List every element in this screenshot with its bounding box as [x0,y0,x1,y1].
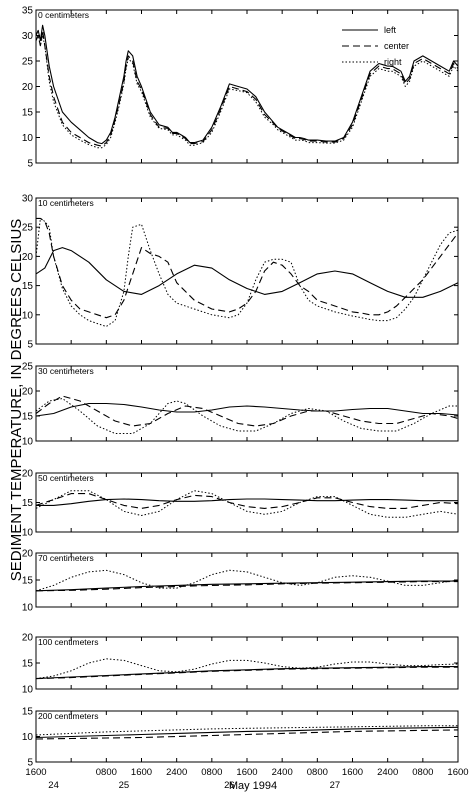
day-label: 26 [224,780,235,791]
series-line-right [35,725,458,736]
day-label: 25 [119,780,130,791]
panel-10-centimeters: 10 centimeters 5 10 15 20 25 30 [22,194,459,351]
x-tick-label: 1600 [447,767,468,778]
panels-group: 0 centimeters 5 10 15 20 25 30 35 10 centimeters… [22,6,459,769]
y-tick-label: 5 [27,159,33,170]
series-line-left [35,402,459,417]
y-tick-label: 20 [22,252,34,263]
panel-title: 100 centimeters [38,637,98,647]
y-tick-label: 25 [22,57,34,68]
y-axis-title: SEDIMENT TEMPERATURE, IN DEGREES CELSIUS [8,219,25,582]
series-line-right [35,490,459,518]
x-tick-label: 0800 [307,767,328,778]
x-tick-label: 0800 [96,767,117,778]
y-tick-label: 15 [22,108,34,119]
y-tick-label: 20 [22,82,34,93]
series-line-right [35,217,459,327]
panel-0-centimeters: 0 centimeters 5 10 15 20 25 30 35 [22,6,459,170]
series-line-center [36,217,459,319]
series-line-left [35,666,458,680]
y-tick-label: 10 [22,437,34,448]
y-tick-label: 5 [27,758,33,769]
x-tick-label: 2400 [377,767,398,778]
x-tick-label: 1600 [131,767,152,778]
y-tick-label: 10 [22,732,34,743]
y-tick-label: 20 [22,549,34,560]
series-line-right [35,398,458,434]
y-tick-label: 30 [22,31,34,42]
panel-title: 30 centimeters [38,366,94,376]
series-line-left [35,24,459,145]
panel-title: 10 centimeters [38,198,94,208]
x-tick-label: 0800 [412,767,433,778]
x-tick-label: 0800 [201,767,222,778]
series-line-center [35,395,459,427]
panel-100-centimeters: 100 centimeters 10 15 20 [22,633,459,696]
series-line-left [36,498,458,506]
panel-title: 50 centimeters [38,473,94,483]
panel-title: 70 centimeters [38,553,94,563]
y-tick-label: 35 [22,6,34,17]
panel-frame [35,197,459,345]
panel-title: 0 centimeters [38,10,89,20]
series-line-center [35,493,459,509]
series-line-right [35,658,459,680]
y-tick-label: 25 [22,223,34,234]
legend-label-left: left [384,25,397,35]
y-tick-label: 15 [22,707,34,718]
y-tick-label: 10 [22,528,34,539]
y-tick-label: 20 [22,633,34,644]
y-tick-label: 15 [22,281,34,292]
y-tick-label: 30 [22,194,34,205]
legend-label-center: center [384,41,409,51]
x-tick-label: 2400 [166,767,187,778]
y-tick-label: 15 [22,576,34,587]
y-tick-label: 10 [22,133,34,144]
panel-frame [35,552,459,608]
panel-30-centimeters: 30 centimeters 10 15 20 25 [22,362,459,448]
y-tick-label: 5 [27,340,33,351]
y-tick-label: 15 [22,498,34,509]
x-axis: May 1994 1600 0800 1600 2400 0800 1600 2400 080… [25,767,468,792]
panel-frame [35,636,459,690]
x-tick-label: 2400 [272,767,293,778]
series-line-center [35,29,459,147]
day-label: 27 [330,780,341,791]
x-tick-label: 1600 [236,767,257,778]
panel-200-centimeters: 200 centimeters 5 10 15 [22,707,459,769]
series-line-right [35,569,459,592]
panel-title: 200 centimeters [38,711,98,721]
panel-70-centimeters: 70 centimeters 10 15 20 [22,549,459,614]
x-tick-label: 1600 [25,767,46,778]
x-tick-label: 1600 [342,767,363,778]
series-line-center [35,666,458,680]
x-axis-title: May 1994 [229,780,277,792]
legend: left center right [342,25,409,67]
y-tick-label: 20 [22,469,34,480]
y-tick-label: 20 [22,387,34,398]
series-line-left [35,247,459,298]
y-tick-label: 15 [22,412,34,423]
y-tick-label: 25 [22,362,34,373]
series-line-left [35,726,459,739]
y-tick-label: 10 [22,603,34,614]
series-line-center [35,729,459,740]
day-label: 24 [48,780,59,791]
series-line-center [35,581,458,592]
panel-frame [35,710,459,763]
y-tick-label: 15 [22,659,34,670]
panel-frame [35,472,459,533]
y-tick-label: 10 [22,310,34,321]
legend-label-right: right [384,57,402,67]
panel-50-centimeters: 50 centimeters 10 15 20 [22,469,459,539]
y-tick-label: 10 [22,685,34,696]
